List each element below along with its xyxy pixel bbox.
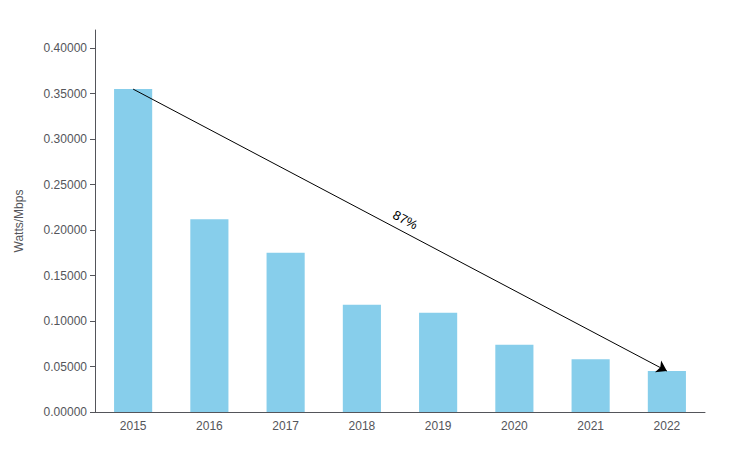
svg-text:0.30000: 0.30000 xyxy=(44,132,88,146)
svg-text:2021: 2021 xyxy=(577,419,604,433)
svg-text:0.25000: 0.25000 xyxy=(44,178,88,192)
svg-text:2018: 2018 xyxy=(349,419,376,433)
svg-text:0.10000: 0.10000 xyxy=(44,314,88,328)
svg-text:0.40000: 0.40000 xyxy=(44,41,88,55)
svg-text:0.00000: 0.00000 xyxy=(44,405,88,419)
svg-text:0.15000: 0.15000 xyxy=(44,269,88,283)
svg-text:0.35000: 0.35000 xyxy=(44,87,88,101)
svg-text:2016: 2016 xyxy=(196,419,223,433)
svg-text:2017: 2017 xyxy=(272,419,299,433)
svg-text:87%: 87% xyxy=(390,207,420,233)
svg-text:2020: 2020 xyxy=(501,419,528,433)
svg-text:2022: 2022 xyxy=(654,419,681,433)
svg-text:Watts/Mbps: Watts/Mbps xyxy=(12,190,26,253)
svg-text:2015: 2015 xyxy=(120,419,147,433)
svg-text:0.20000: 0.20000 xyxy=(44,223,88,237)
svg-text:0.05000: 0.05000 xyxy=(44,360,88,374)
svg-text:2019: 2019 xyxy=(425,419,452,433)
